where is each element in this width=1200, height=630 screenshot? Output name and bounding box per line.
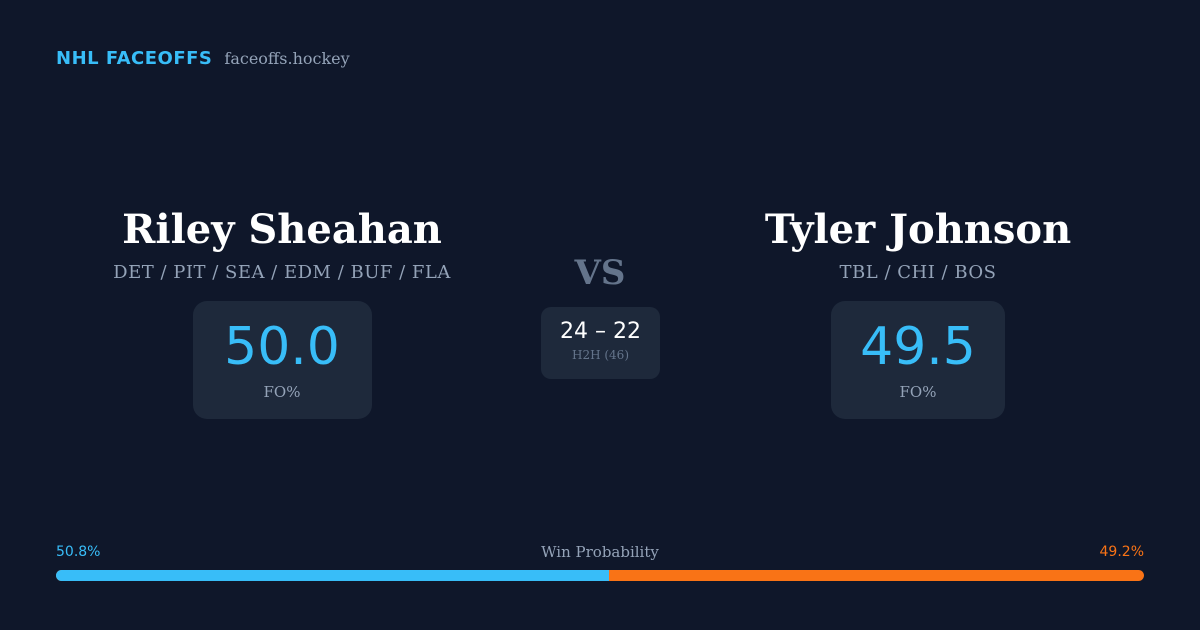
- player-right-card: Tyler Johnson TBL / CHI / BOS 49.5 FO%: [708, 200, 1128, 419]
- brand-name: NHL FACEOFFS: [56, 48, 213, 69]
- player-right-teams: TBL / CHI / BOS: [839, 262, 997, 283]
- brand-site: faceoffs.hockey: [224, 49, 350, 68]
- player-left-fo-label: FO%: [263, 383, 301, 401]
- player-right-stat-box: 49.5 FO%: [831, 301, 1005, 419]
- player-left-name: Riley Sheahan: [122, 206, 442, 253]
- win-prob-fill-left: [56, 570, 609, 581]
- win-prob-title: Win Probability: [541, 543, 659, 561]
- player-right-fo-value: 49.5: [860, 317, 976, 377]
- player-right-fo-label: FO%: [899, 383, 937, 401]
- h2h-score: 24 – 22: [560, 319, 641, 344]
- brand-header: NHL FACEOFFS faceoffs.hockey: [56, 48, 350, 69]
- player-left-fo-value: 50.0: [224, 317, 340, 377]
- h2h-box: 24 – 22 H2H (46): [541, 307, 660, 379]
- player-left-card: Riley Sheahan DET / PIT / SEA / EDM / BU…: [72, 200, 492, 419]
- player-left-stat-box: 50.0 FO%: [192, 301, 372, 419]
- win-prob-right-label: 49.2%: [1099, 544, 1144, 560]
- h2h-label: H2H (46): [571, 348, 629, 362]
- player-left-teams: DET / PIT / SEA / EDM / BUF / FLA: [113, 262, 451, 283]
- win-prob-bar: [56, 570, 1144, 581]
- player-right-name: Tyler Johnson: [764, 206, 1072, 253]
- win-prob-left-label: 50.8%: [56, 544, 101, 560]
- versus-label: VS: [574, 253, 626, 293]
